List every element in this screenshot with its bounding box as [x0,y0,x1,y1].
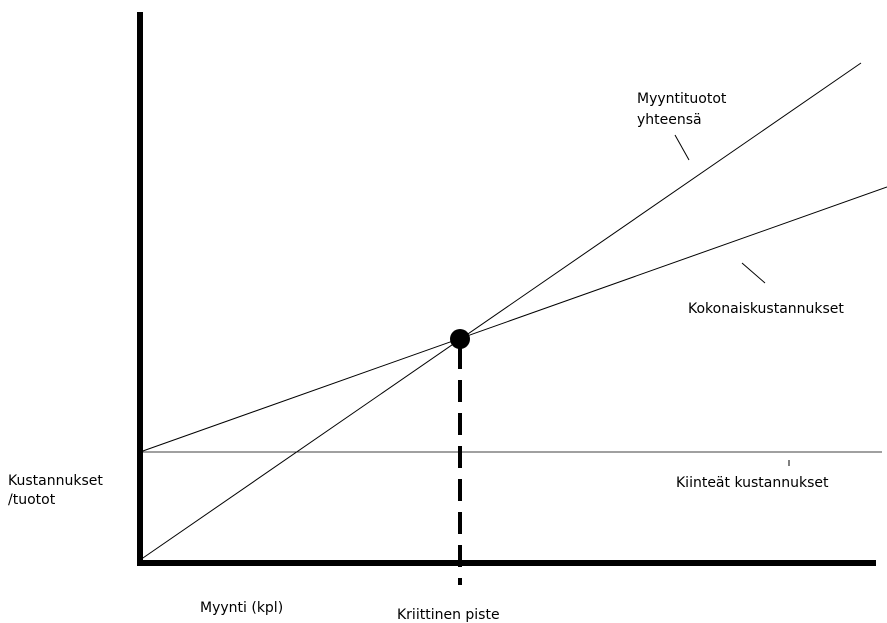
fixed-costs-label: Kiinteät kustannukset [676,475,829,491]
total-costs-line [139,186,887,453]
y-axis-label: Kustannukset /tuotot [8,473,107,508]
x-axis-label: Myynti (kpl) [200,600,283,616]
revenue-leader [674,134,690,161]
break-even-point [450,329,470,349]
revenue-label: Myyntituotot yhteensä [637,91,731,128]
break-even-label: Kriittinen piste [397,607,500,623]
total-costs-label: Kokonaiskustannukset [688,301,844,317]
total-costs-leader [741,262,766,284]
revenue-line [139,62,862,561]
